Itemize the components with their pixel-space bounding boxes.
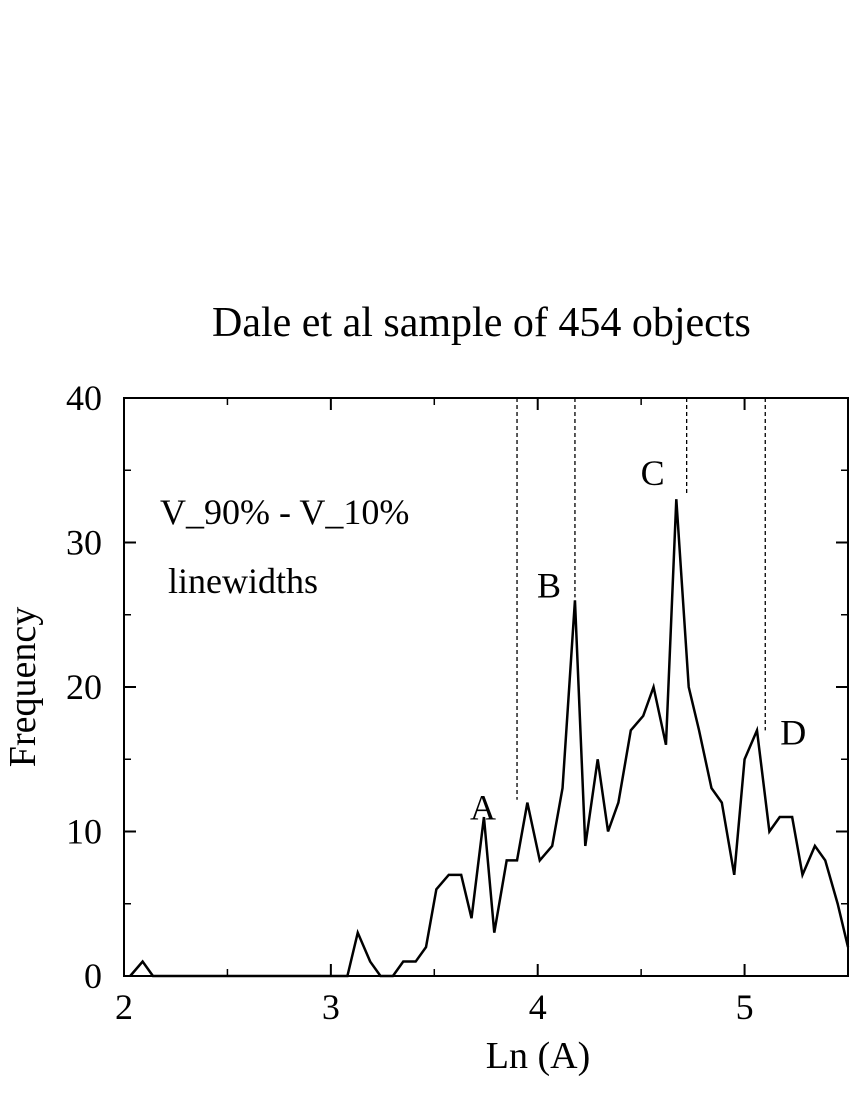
x-tick-label: 2 <box>115 987 133 1027</box>
y-tick-label: 40 <box>66 378 102 418</box>
x-tick-label: 3 <box>322 987 340 1027</box>
marker-label: D <box>780 712 806 752</box>
chart-title: Dale et al sample of 454 objects <box>212 300 751 346</box>
y-tick-label: 10 <box>66 812 102 852</box>
marker-label: B <box>537 565 561 605</box>
annotation: linewidths <box>168 561 318 601</box>
x-axis-label: Ln (A) <box>486 1035 590 1077</box>
x-tick-label: 5 <box>736 987 754 1027</box>
y-tick-label: 0 <box>84 956 102 996</box>
marker-label: C <box>641 453 665 493</box>
y-tick-label: 30 <box>66 523 102 563</box>
x-tick-label: 4 <box>529 987 547 1027</box>
data-line <box>129 499 850 978</box>
annotation: V_90% - V_10% <box>160 492 409 532</box>
y-tick-label: 20 <box>66 667 102 707</box>
y-axis-label: Frequency <box>2 607 44 767</box>
plot-frame <box>123 397 849 977</box>
